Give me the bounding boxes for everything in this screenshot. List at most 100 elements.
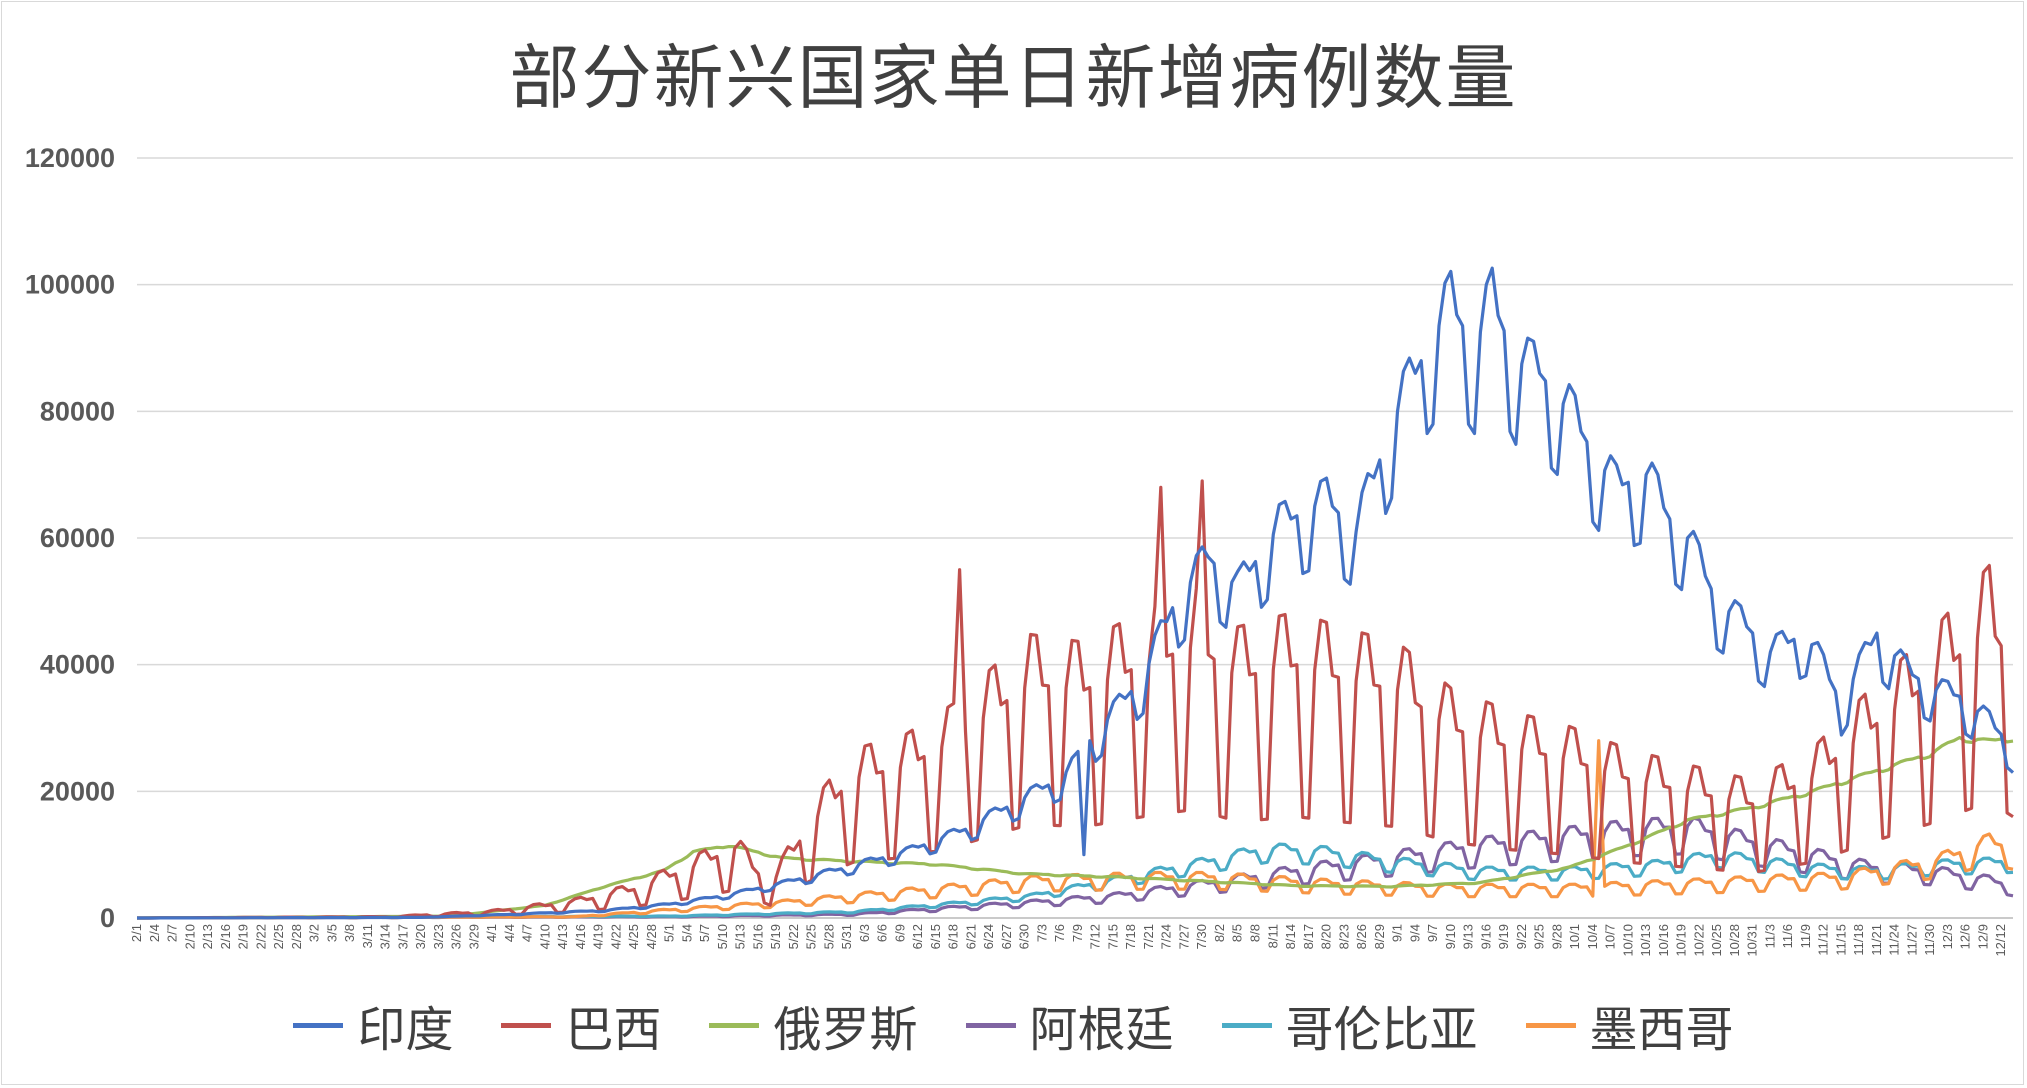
x-tick-label: 3/26 — [449, 924, 464, 949]
legend-item: 墨西哥 — [1525, 990, 1734, 1060]
y-tick-label: 100000 — [25, 270, 115, 300]
x-tick-label: 10/28 — [1727, 924, 1742, 957]
x-tick-label: 7/6 — [1052, 924, 1067, 942]
x-tick-label: 8/11 — [1265, 924, 1280, 948]
x-tick-label: 8/17 — [1301, 924, 1316, 949]
series-line-1 — [137, 479, 2014, 920]
x-tick-label: 9/4 — [1407, 924, 1422, 942]
x-tick-label: 8/2 — [1212, 924, 1227, 942]
x-tick-label: 2/16 — [218, 924, 233, 949]
x-tick-label: 2/19 — [236, 924, 251, 949]
x-tick-label: 5/7 — [697, 924, 712, 942]
x-tick-label: 6/12 — [910, 924, 925, 949]
x-tick-label: 7/21 — [1141, 924, 1156, 949]
x-tick-label: 4/4 — [502, 924, 517, 942]
x-tick-label: 4/28 — [644, 924, 659, 949]
x-tick-label: 9/28 — [1549, 924, 1564, 949]
legend-swatch — [1525, 1022, 1576, 1028]
x-tick-label: 5/4 — [679, 924, 694, 942]
x-tick-label: 11/18 — [1851, 924, 1866, 956]
legend-swatch — [965, 1022, 1016, 1028]
x-tick-label: 3/29 — [466, 924, 481, 949]
x-tick-label: 8/29 — [1372, 924, 1387, 949]
series-line-2 — [137, 735, 2014, 920]
x-tick-label: 10/22 — [1691, 924, 1706, 957]
x-tick-label: 8/23 — [1336, 924, 1351, 949]
x-tick-label: 5/19 — [768, 924, 783, 949]
x-tick-label: 3/5 — [324, 924, 339, 942]
y-tick-label: 0 — [100, 903, 115, 933]
x-tick-label: 10/4 — [1585, 924, 1600, 949]
x-tick-label: 6/27 — [999, 924, 1014, 949]
x-tick-label: 3/20 — [413, 924, 428, 949]
x-tick-label: 6/6 — [875, 924, 890, 942]
y-tick-label: 120000 — [25, 143, 115, 173]
x-tick-label: 7/9 — [1070, 924, 1085, 942]
x-tick-label: 2/22 — [253, 924, 268, 949]
series-line-3 — [137, 816, 2014, 920]
x-tick-label: 9/10 — [1443, 924, 1458, 949]
x-tick-label: 10/19 — [1674, 924, 1689, 957]
x-tick-label: 5/16 — [750, 924, 765, 949]
x-tick-label: 2/13 — [200, 924, 215, 949]
x-tick-label: 6/9 — [892, 924, 907, 942]
x-tick-label: 6/21 — [963, 924, 978, 949]
legend-item: 印度 — [293, 990, 453, 1060]
x-tick-label: 7/15 — [1105, 924, 1120, 949]
x-tick-label: 10/31 — [1745, 924, 1760, 957]
x-tick-label: 8/26 — [1354, 924, 1369, 949]
x-tick-label: 4/10 — [537, 924, 552, 949]
y-tick-label: 20000 — [40, 776, 115, 806]
x-tick-label: 11/30 — [1922, 924, 1937, 956]
x-tick-label: 9/22 — [1514, 924, 1529, 949]
x-tick-label: 2/28 — [289, 924, 304, 949]
x-tick-label: 6/15 — [928, 924, 943, 949]
x-tick-label: 10/1 — [1567, 924, 1582, 949]
x-tick-label: 4/25 — [626, 924, 641, 949]
x-tick-label: 8/5 — [1230, 924, 1245, 942]
x-tick-label: 2/25 — [271, 924, 286, 949]
x-tick-label: 3/2 — [307, 924, 322, 942]
legend-label: 印度 — [357, 1002, 454, 1058]
x-tick-label: 6/3 — [857, 924, 872, 942]
x-tick-label: 11/15 — [1833, 924, 1848, 956]
x-tick-label: 2/7 — [165, 924, 180, 942]
x-tick-label: 11/24 — [1887, 924, 1902, 956]
y-tick-label: 40000 — [40, 650, 115, 680]
x-tick-label: 6/30 — [1017, 924, 1032, 949]
legend-label: 巴西 — [565, 1002, 662, 1058]
x-tick-label: 10/10 — [1620, 924, 1635, 957]
x-tick-label: 12/3 — [1940, 924, 1955, 949]
legend-item: 巴西 — [501, 990, 661, 1060]
x-tick-label: 4/16 — [573, 924, 588, 949]
chart-title: 部分新兴国家单日新增病例数量 — [509, 37, 1518, 119]
x-tick-label: 12/6 — [1958, 924, 1973, 949]
legend-label: 哥伦比亚 — [1285, 1002, 1478, 1058]
x-tick-label: 9/19 — [1496, 924, 1511, 949]
legend-swatch — [709, 1022, 760, 1028]
legend-swatch — [293, 1022, 344, 1028]
x-tick-label: 10/25 — [1709, 924, 1724, 957]
x-tick-label: 8/20 — [1319, 924, 1334, 949]
x-tick-label: 4/7 — [520, 924, 535, 942]
x-tick-label: 11/21 — [1869, 924, 1884, 956]
x-tick-label: 3/11 — [360, 924, 375, 948]
x-tick-label: 5/22 — [786, 924, 801, 949]
x-tick-label: 4/13 — [555, 924, 570, 949]
x-tick-label: 2/10 — [182, 924, 197, 949]
x-tick-label: 9/16 — [1478, 924, 1493, 949]
x-tick-label: 5/1 — [662, 924, 677, 942]
x-tick-label: 3/17 — [395, 924, 410, 949]
x-tick-label: 4/1 — [484, 924, 499, 942]
x-tick-label: 7/18 — [1123, 924, 1138, 949]
x-tick-label: 9/7 — [1425, 924, 1440, 942]
series-line-5 — [137, 739, 2014, 920]
x-tick-label: 11/3 — [1762, 924, 1777, 948]
legend-swatch — [501, 1022, 552, 1028]
legend-label: 俄罗斯 — [773, 1002, 918, 1058]
x-tick-label: 10/13 — [1638, 924, 1653, 957]
x-tick-label: 5/31 — [839, 924, 854, 949]
x-tick-label: 11/6 — [1780, 924, 1795, 948]
